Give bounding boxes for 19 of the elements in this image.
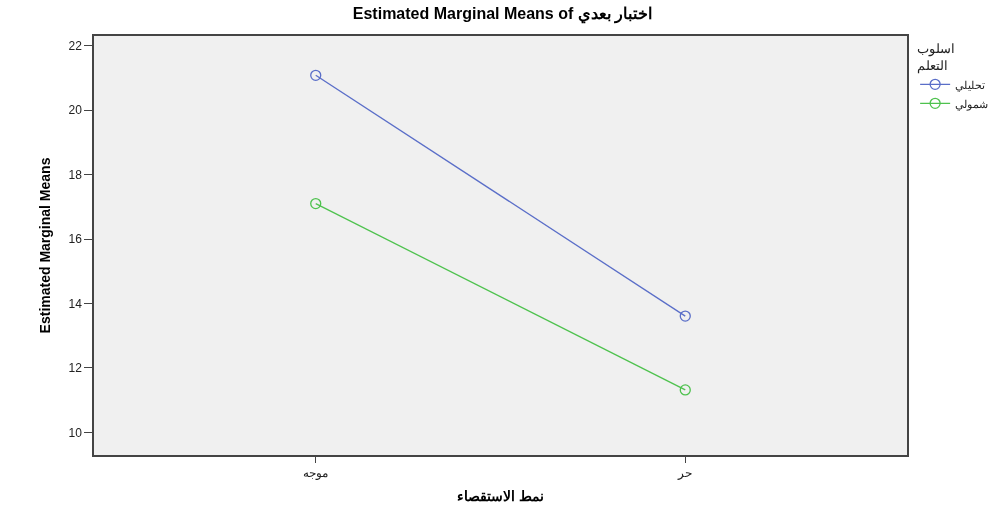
point <box>679 384 691 396</box>
y-tick-label: 20 <box>68 103 83 118</box>
legend-label: شمولي <box>955 97 989 111</box>
x-tick-label: حر <box>677 466 693 481</box>
point <box>679 310 691 322</box>
y-tick-label: 14 <box>68 296 83 311</box>
point <box>310 197 322 210</box>
x-tick-label: موجه <box>303 466 329 481</box>
y-tick-label: 16 <box>68 232 83 247</box>
y-axis-title: Estimated Marginal Means <box>36 157 53 334</box>
y-tick-label: 22 <box>68 38 83 53</box>
x-axis-title: نمط الاستقصاء <box>457 487 544 504</box>
y-tick-label: 12 <box>68 361 83 376</box>
y-tick-label: 18 <box>68 167 83 182</box>
y-tick-label: 10 <box>68 425 83 440</box>
legend-label: تحليلي <box>955 78 986 92</box>
chart-title: Estimated Marginal Means of اختبار بعدي <box>352 4 653 24</box>
legend-title: اسلوب التعلم <box>917 40 956 74</box>
point <box>310 69 322 81</box>
